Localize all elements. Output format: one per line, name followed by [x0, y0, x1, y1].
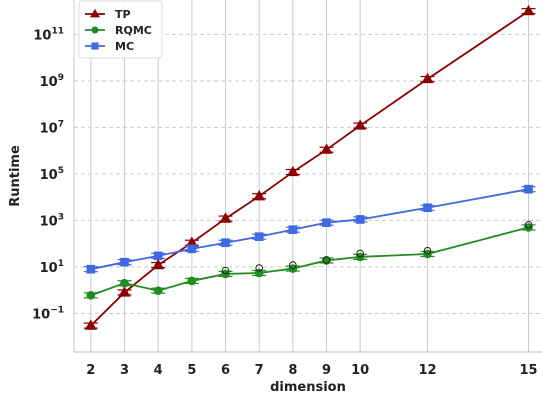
x-tick-label: 7 [255, 363, 264, 378]
y-tick-label: 105 [40, 166, 64, 183]
series-mc [83, 184, 536, 274]
legend-label-tp: TP [115, 8, 131, 21]
tp-point [84, 319, 97, 330]
rqmc-point [187, 276, 197, 286]
x-tick-label: 3 [120, 363, 129, 378]
rqmc-line [90, 226, 529, 297]
mc-point [153, 251, 163, 261]
x-tick-label: 5 [187, 363, 196, 378]
rqmc-outlier [289, 261, 297, 269]
mc-point [423, 203, 432, 213]
tp-point [421, 72, 434, 84]
y-tick-label: 1011 [33, 26, 64, 43]
x-tick-label: 10 [351, 363, 369, 378]
y-tick-label: 101 [40, 259, 64, 276]
legend-marker-mc [91, 42, 99, 50]
tp-point [286, 165, 299, 177]
x-axis-label: dimension [270, 380, 346, 395]
tp-point [253, 190, 266, 201]
tp-point [118, 286, 131, 297]
mc-point [288, 225, 298, 234]
mc-point [187, 244, 197, 254]
legend-label-mc: MC [115, 40, 134, 53]
rqmc-outlier [322, 256, 331, 264]
mc-point [355, 215, 365, 224]
tp-point [354, 119, 367, 130]
rqmc-point [153, 286, 163, 296]
y-axis-label: Runtime [8, 145, 23, 207]
tp-point [152, 258, 165, 270]
y-tick-label: 107 [40, 119, 64, 136]
tp-point [219, 212, 232, 223]
rqmc-outlier [524, 220, 533, 229]
x-tick-label: 12 [418, 363, 436, 378]
rqmc-point [86, 291, 96, 300]
y-tick-label: 109 [40, 73, 64, 90]
mc-point [322, 218, 331, 227]
tp-point [522, 4, 535, 16]
rqmc-outlier [255, 264, 263, 272]
y-tick-label: 103 [40, 212, 64, 229]
series-tp [83, 4, 536, 330]
tick-labels: 2 3 4 5 6 7 8 9 10 12 15 10−1 101 103 105 107 109 1011 [32, 26, 537, 378]
rqmc-outlier [356, 249, 364, 258]
rqmc-point [120, 278, 129, 288]
x-tick-label: 9 [322, 363, 331, 378]
legend-box [78, 0, 163, 59]
series-rqmc [83, 220, 536, 300]
grid-lines [74, 0, 542, 352]
legend-marker-tp [89, 8, 101, 18]
tp-point [320, 143, 333, 154]
x-tick-label: 4 [154, 363, 163, 378]
mc-point [221, 238, 230, 248]
legend-label-rqmc: RQMC [115, 24, 152, 37]
mc-point [524, 184, 533, 194]
x-tick-label: 6 [221, 363, 230, 378]
mc-point [254, 232, 264, 241]
y-tick-label: 10−1 [32, 305, 64, 322]
legend-marker-rqmc [91, 26, 99, 34]
axes [73, 0, 542, 353]
x-tick-label: 15 [519, 363, 537, 378]
mc-point [86, 264, 96, 274]
x-tick-label: 2 [86, 363, 95, 378]
series-layer [83, 4, 536, 330]
legend: TP RQMC MC [78, 0, 163, 59]
x-tick-label: 8 [288, 363, 297, 378]
rqmc-outlier [221, 266, 230, 275]
rqmc-outlier [423, 246, 432, 255]
rqmc-point [524, 223, 533, 232]
mc-point [120, 257, 129, 267]
